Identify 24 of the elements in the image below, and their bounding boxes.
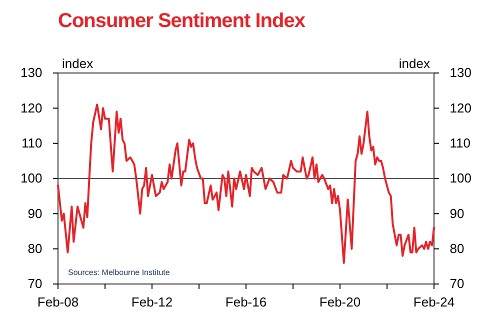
y-tick-label: 80 [28,240,42,256]
x-tick-label: Feb-08 [37,294,79,310]
y2-tick-label: 110 [450,135,471,150]
x-tick-label: Feb-24 [413,294,455,310]
y2-tick-label: 80 [450,240,464,256]
y2-tick-label: 120 [450,100,472,116]
y2-tick-label: 100 [450,170,472,186]
y-tick-label: 120 [20,100,42,116]
y-tick-label: 100 [20,170,42,186]
y2-tick-label: 70 [450,276,464,292]
line-series [57,104,435,264]
y2-axis-title: index [398,56,430,71]
x-tick-label: Feb-20 [319,294,361,310]
annotation: Sources: Melbourne Institute [68,268,170,277]
x-tick-label: Feb-16 [225,294,267,310]
y2-tick-label: 90 [450,206,464,221]
y-axis-title: index [62,56,94,71]
y2-tick-label: 130 [450,65,472,80]
y-tick-label: 130 [20,65,42,80]
chart-title: Consumer Sentiment Index [58,10,306,32]
y-tick-label: 70 [28,276,42,292]
y-tick-label: 110 [21,135,42,150]
y-tick-label: 90 [28,206,42,221]
x-tick-label: Feb-12 [131,294,173,310]
